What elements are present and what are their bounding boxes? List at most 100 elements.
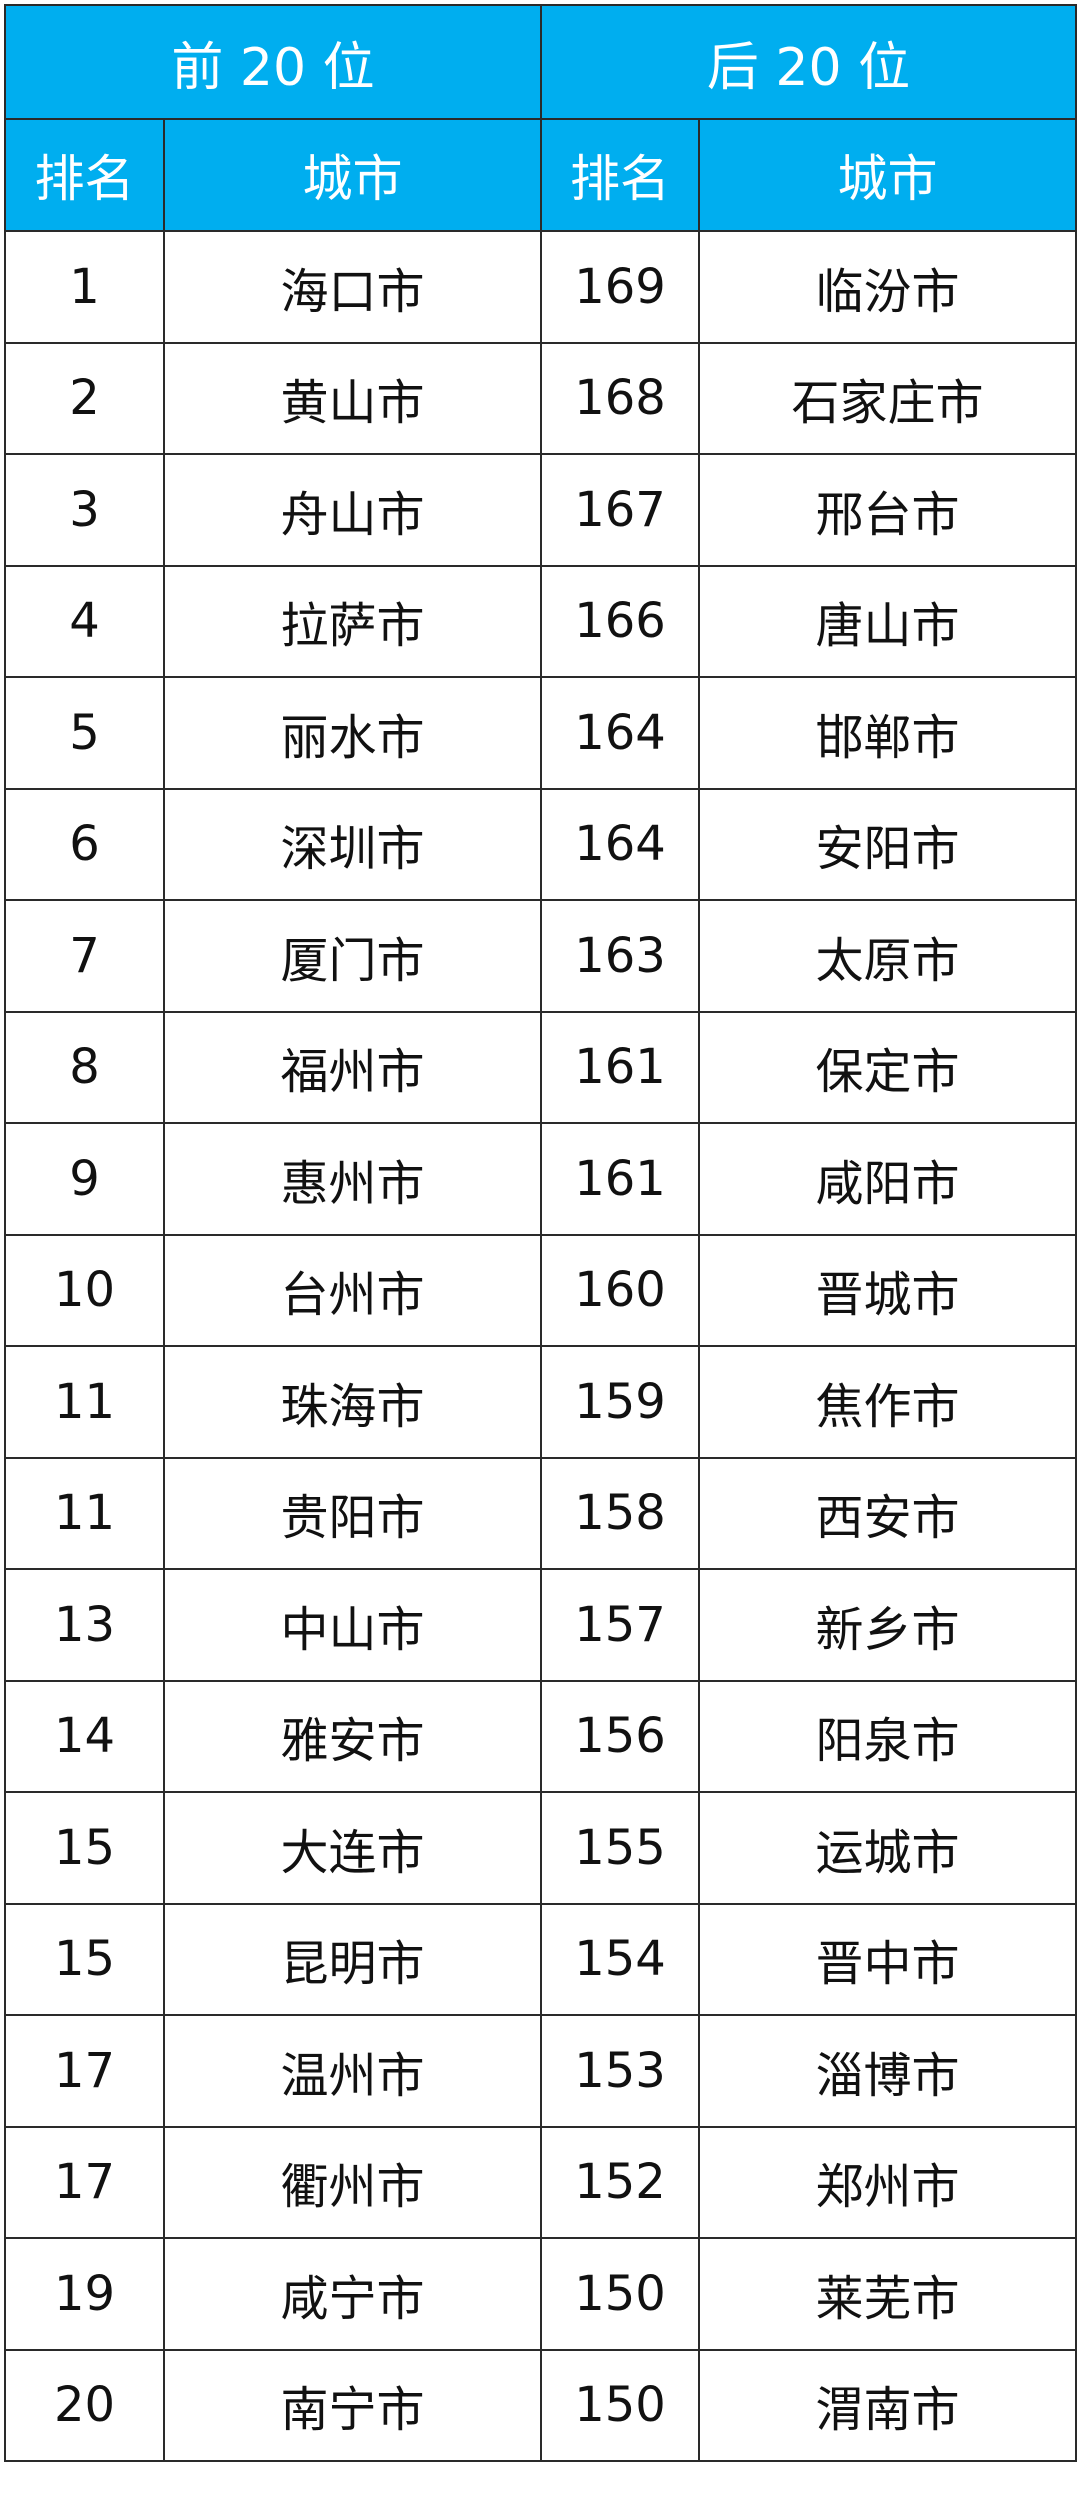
- bottom-city-cell: 咸阳市: [699, 1123, 1076, 1235]
- table-row: 13中山市157新乡市: [5, 1569, 1076, 1681]
- top-city-header: 城市: [164, 119, 541, 231]
- table-row: 9惠州市161咸阳市: [5, 1123, 1076, 1235]
- table-row: 11贵阳市158西安市: [5, 1458, 1076, 1570]
- table-row: 17温州市153淄博市: [5, 2015, 1076, 2127]
- bottom-rank-cell: 152: [541, 2127, 699, 2239]
- top-city-cell: 贵阳市: [164, 1458, 541, 1570]
- top-rank-cell: 11: [5, 1458, 164, 1570]
- top-rank-cell: 13: [5, 1569, 164, 1681]
- table-row: 17衢州市152郑州市: [5, 2127, 1076, 2239]
- bottom-rank-cell: 163: [541, 900, 699, 1012]
- bottom-rank-cell: 166: [541, 566, 699, 678]
- top-city-cell: 咸宁市: [164, 2238, 541, 2350]
- top-rank-cell: 19: [5, 2238, 164, 2350]
- top-city-cell: 深圳市: [164, 789, 541, 901]
- table-row: 15昆明市154晋中市: [5, 1904, 1076, 2016]
- top-city-cell: 温州市: [164, 2015, 541, 2127]
- bottom-city-cell: 阳泉市: [699, 1681, 1076, 1793]
- top-20-header: 前 20 位: [5, 5, 541, 119]
- top-city-cell: 拉萨市: [164, 566, 541, 678]
- bottom-city-cell: 邢台市: [699, 454, 1076, 566]
- top-city-cell: 台州市: [164, 1235, 541, 1347]
- top-city-cell: 厦门市: [164, 900, 541, 1012]
- bottom-rank-cell: 156: [541, 1681, 699, 1793]
- bottom-city-cell: 晋中市: [699, 1904, 1076, 2016]
- top-city-cell: 南宁市: [164, 2350, 541, 2462]
- bottom-rank-cell: 161: [541, 1123, 699, 1235]
- top-rank-cell: 6: [5, 789, 164, 901]
- bottom-rank-cell: 158: [541, 1458, 699, 1570]
- top-rank-cell: 9: [5, 1123, 164, 1235]
- top-rank-cell: 14: [5, 1681, 164, 1793]
- top-city-cell: 中山市: [164, 1569, 541, 1681]
- bottom-rank-cell: 153: [541, 2015, 699, 2127]
- top-rank-cell: 17: [5, 2127, 164, 2239]
- bottom-city-cell: 太原市: [699, 900, 1076, 1012]
- top-rank-header: 排名: [5, 119, 164, 231]
- table-row: 15大连市155运城市: [5, 1792, 1076, 1904]
- top-city-cell: 丽水市: [164, 677, 541, 789]
- bottom-city-cell: 安阳市: [699, 789, 1076, 901]
- bottom-rank-cell: 167: [541, 454, 699, 566]
- bottom-rank-cell: 155: [541, 1792, 699, 1904]
- bottom-city-header: 城市: [699, 119, 1076, 231]
- bottom-rank-cell: 150: [541, 2238, 699, 2350]
- top-rank-cell: 20: [5, 2350, 164, 2462]
- bottom-rank-cell: 154: [541, 1904, 699, 2016]
- bottom-city-cell: 西安市: [699, 1458, 1076, 1570]
- top-rank-cell: 5: [5, 677, 164, 789]
- top-rank-cell: 15: [5, 1792, 164, 1904]
- top-city-cell: 黄山市: [164, 343, 541, 455]
- top-rank-cell: 3: [5, 454, 164, 566]
- top-city-cell: 昆明市: [164, 1904, 541, 2016]
- table-row: 20南宁市150渭南市: [5, 2350, 1076, 2462]
- top-city-cell: 舟山市: [164, 454, 541, 566]
- bottom-rank-cell: 164: [541, 677, 699, 789]
- top-rank-cell: 15: [5, 1904, 164, 2016]
- bottom-city-cell: 郑州市: [699, 2127, 1076, 2239]
- bottom-rank-cell: 157: [541, 1569, 699, 1681]
- bottom-city-cell: 石家庄市: [699, 343, 1076, 455]
- top-rank-cell: 7: [5, 900, 164, 1012]
- table-row: 10台州市160晋城市: [5, 1235, 1076, 1347]
- bottom-city-cell: 晋城市: [699, 1235, 1076, 1347]
- bottom-city-cell: 新乡市: [699, 1569, 1076, 1681]
- top-city-cell: 大连市: [164, 1792, 541, 1904]
- top-rank-cell: 4: [5, 566, 164, 678]
- table-row: 1海口市169临汾市: [5, 231, 1076, 343]
- bottom-rank-cell: 150: [541, 2350, 699, 2462]
- bottom-rank-cell: 160: [541, 1235, 699, 1347]
- table-row: 7厦门市163太原市: [5, 900, 1076, 1012]
- bottom-city-cell: 莱芜市: [699, 2238, 1076, 2350]
- top-rank-cell: 10: [5, 1235, 164, 1347]
- table-row: 14雅安市156阳泉市: [5, 1681, 1076, 1793]
- bottom-rank-cell: 159: [541, 1346, 699, 1458]
- top-city-cell: 惠州市: [164, 1123, 541, 1235]
- table-row: 5丽水市164邯郸市: [5, 677, 1076, 789]
- bottom-city-cell: 邯郸市: [699, 677, 1076, 789]
- top-rank-cell: 17: [5, 2015, 164, 2127]
- bottom-city-cell: 淄博市: [699, 2015, 1076, 2127]
- top-rank-cell: 8: [5, 1012, 164, 1124]
- top-rank-cell: 11: [5, 1346, 164, 1458]
- table-row: 19咸宁市150莱芜市: [5, 2238, 1076, 2350]
- top-city-cell: 雅安市: [164, 1681, 541, 1793]
- bottom-rank-cell: 168: [541, 343, 699, 455]
- bottom-rank-cell: 161: [541, 1012, 699, 1124]
- table-row: 8福州市161保定市: [5, 1012, 1076, 1124]
- city-ranking-table: 前 20 位 后 20 位 排名 城市 排名 城市 1海口市169临汾市2黄山市…: [4, 4, 1077, 2462]
- top-city-cell: 珠海市: [164, 1346, 541, 1458]
- table-row: 2黄山市168石家庄市: [5, 343, 1076, 455]
- bottom-20-header: 后 20 位: [541, 5, 1076, 119]
- top-city-cell: 衢州市: [164, 2127, 541, 2239]
- table-row: 3舟山市167邢台市: [5, 454, 1076, 566]
- bottom-city-cell: 运城市: [699, 1792, 1076, 1904]
- bottom-city-cell: 保定市: [699, 1012, 1076, 1124]
- top-city-cell: 福州市: [164, 1012, 541, 1124]
- bottom-city-cell: 临汾市: [699, 231, 1076, 343]
- bottom-rank-header: 排名: [541, 119, 699, 231]
- bottom-city-cell: 唐山市: [699, 566, 1076, 678]
- top-rank-cell: 1: [5, 231, 164, 343]
- bottom-city-cell: 焦作市: [699, 1346, 1076, 1458]
- table-row: 4拉萨市166唐山市: [5, 566, 1076, 678]
